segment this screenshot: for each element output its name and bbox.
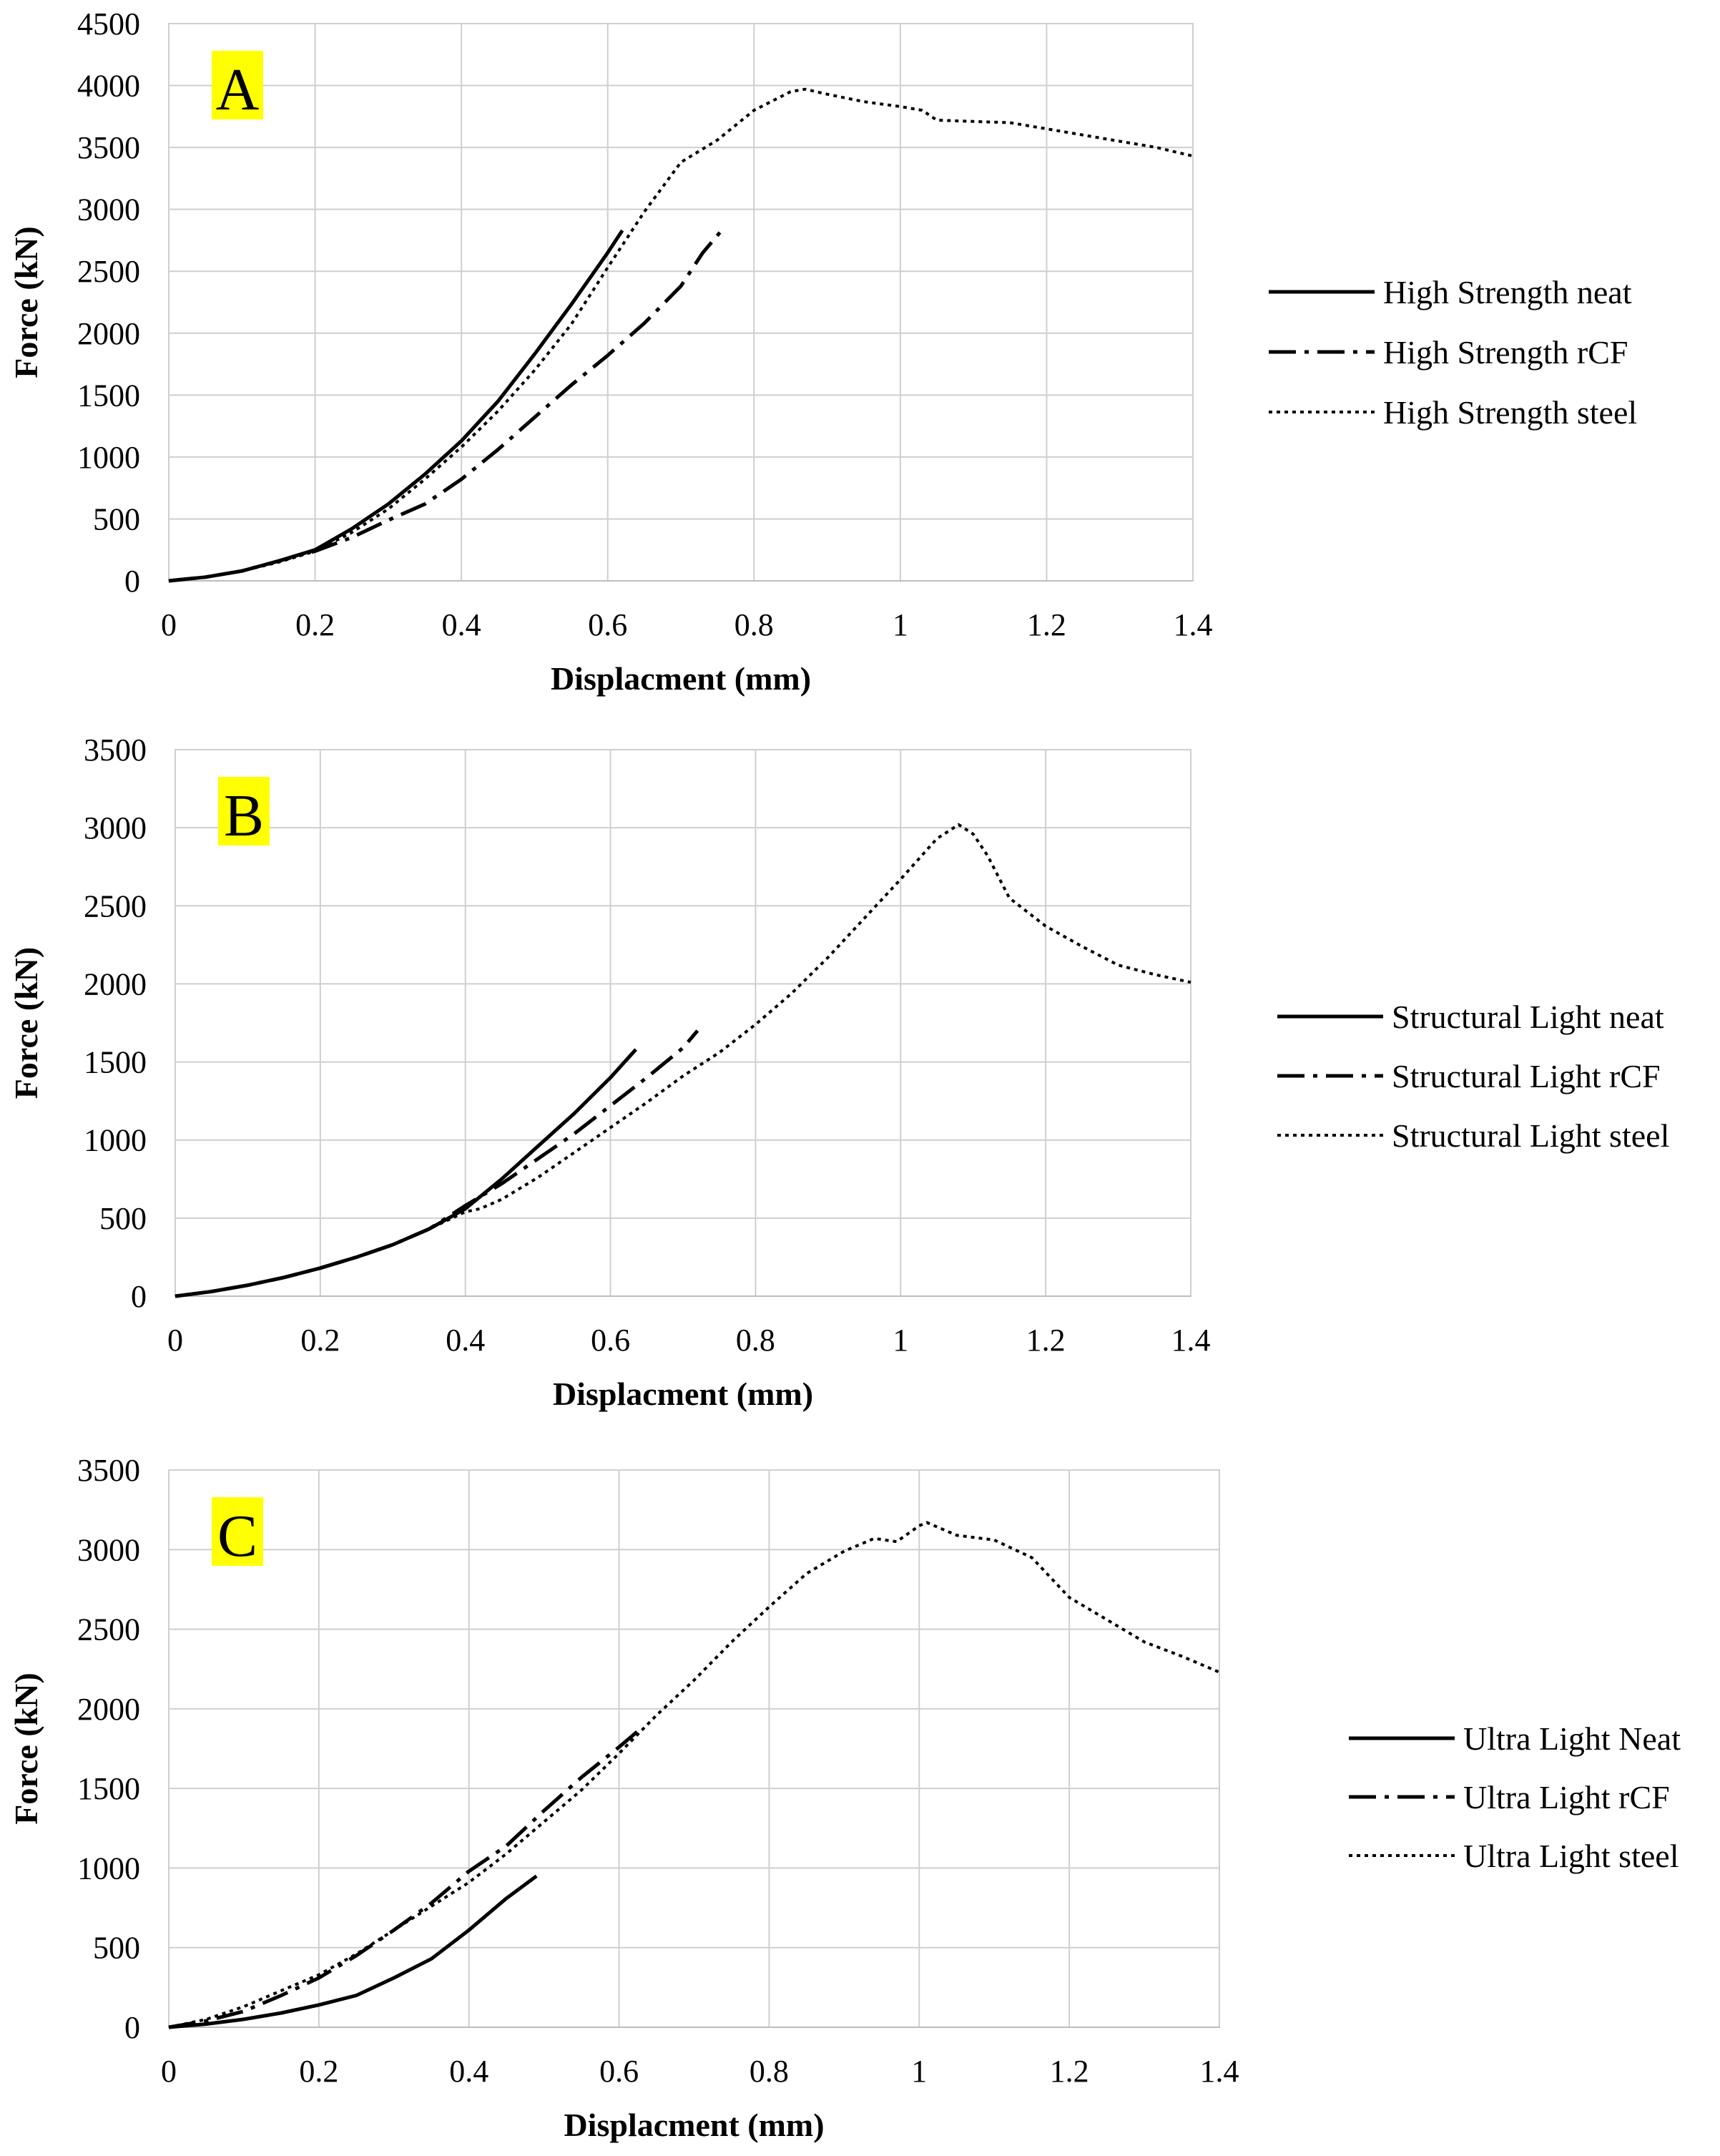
series-line-solid [175,1048,637,1298]
legend-entry: Structural Light neat [1392,999,1664,1035]
series-line-dotted [175,823,1191,1298]
series-line-dashdot [175,1029,699,1298]
panel-label-highlight [212,51,263,119]
legend-entry: Ultra Light steel [1463,1838,1679,1874]
x-axis-label: Displacment (mm) [564,2107,824,2143]
y-tick-label: 500 [93,501,140,536]
x-tick-label: 1 [893,1323,908,1358]
chart-panel-c: 0 0.2 0.4 0.6 0.8 1 1.2 1.4 0 500 1000 1500 2000 2500… [8,1453,1681,2143]
y-axis-label: Force (kN) [8,1672,44,1824]
x-tick-label: 1.4 [1171,1323,1211,1358]
y-axis-label: Force (kN) [8,226,44,378]
y-tick-label: 3000 [84,810,147,846]
series-line-dotted [168,1521,1220,2029]
x-tick-label: 1 [893,607,908,642]
legend-entry: Ultra Light Neat [1463,1720,1681,1757]
panel-label: C [217,1503,257,1569]
y-tick-label: 1000 [77,1851,140,1886]
plot-border [175,749,1191,1297]
series-line-solid [168,1874,538,2029]
y-tick-label: 2000 [77,316,140,351]
y-tick-label: 0 [124,2010,140,2045]
y-tick-label: 3000 [77,192,140,227]
legend: Ultra Light Neat Ultra Light rCF Ultra Lig… [1349,1720,1681,1874]
legend-entry: Structural Light steel [1392,1117,1669,1154]
x-tick-label: 1.2 [1050,2054,1089,2089]
x-tick-label: 0.4 [442,607,481,642]
x-tick-label: 0 [161,2054,177,2089]
y-tick-label: 1500 [84,1045,147,1080]
y-tick-label: 3500 [77,1453,140,1488]
series-line-solid [168,229,624,583]
y-tick-label: 3500 [84,732,147,768]
series-line-dashdot [168,225,727,583]
y-tick-label: 1500 [77,378,140,413]
x-tick-label: 0.4 [449,2054,488,2089]
x-tick-label: 0.4 [446,1323,485,1358]
y-tick-label: 2500 [77,1612,140,1647]
y-tick-label: 0 [124,564,140,599]
x-tick-label: 1.2 [1026,1323,1066,1358]
panel-label: A [216,57,260,123]
y-tick-label: 3000 [77,1532,140,1567]
x-tick-label: 0 [167,1323,183,1358]
legend: High Strength neat High Strength rCF High … [1269,274,1637,431]
x-tick-label: 0.2 [299,2054,338,2089]
legend: Structural Light neat Structural Light rC… [1277,999,1669,1154]
series-line-dotted [168,87,1194,582]
x-tick-label: 1.4 [1174,607,1213,642]
legend-entry: High Strength rCF [1383,334,1628,371]
y-tick-label: 500 [93,1931,140,1966]
y-tick-label: 1000 [77,440,140,475]
x-tick-label: 1 [911,2054,927,2089]
x-tick-label: 1.2 [1027,607,1066,642]
chart-panel-a: 0 0.2 0.4 0.6 0.8 1 1.2 1.4 0 500 1000 1500 2000 2500… [8,6,1637,697]
x-axis-label: Displacment (mm) [553,1376,813,1412]
y-tick-label: 2000 [84,966,147,1001]
y-tick-label: 500 [99,1201,147,1236]
plot-border [168,1469,1220,2028]
x-tick-label: 0.2 [295,607,335,642]
y-tick-label: 2500 [77,254,140,289]
x-tick-label: 0.8 [750,2054,789,2089]
x-tick-label: 1.4 [1200,2054,1239,2089]
y-tick-label: 0 [131,1279,147,1314]
y-tick-label: 4000 [77,69,140,104]
x-tick-label: 0.6 [591,1323,630,1358]
panel-label: B [224,783,264,849]
chart-panel-b: 0 0.2 0.4 0.6 0.8 1 1.2 1.4 0 500 1000 1500 2000 2500… [8,732,1669,1412]
legend-entry: Ultra Light rCF [1463,1779,1670,1816]
x-axis-label: Displacment (mm) [551,660,811,697]
legend-entry: Structural Light rCF [1392,1058,1661,1094]
x-tick-label: 0.6 [599,2054,639,2089]
y-tick-label: 2500 [84,888,147,923]
panel-label-highlight [218,777,270,846]
x-tick-label: 0.8 [734,607,774,642]
x-tick-label: 0.8 [736,1323,775,1358]
plot-border [168,23,1194,582]
legend-entry: High Strength neat [1383,274,1632,310]
y-axis-label: Force (kN) [8,947,44,1099]
y-tick-label: 1500 [77,1771,140,1806]
y-tick-label: 1000 [84,1123,147,1158]
x-tick-label: 0 [161,607,177,642]
y-tick-label: 2000 [77,1692,140,1727]
legend-entry: High Strength steel [1383,394,1637,431]
y-tick-label: 4500 [77,6,140,41]
y-tick-label: 3500 [77,130,140,165]
series-line-dashdot [168,1726,643,2029]
x-tick-label: 0.6 [588,607,627,642]
x-tick-label: 0.2 [300,1323,340,1358]
panel-label-highlight [212,1497,263,1566]
